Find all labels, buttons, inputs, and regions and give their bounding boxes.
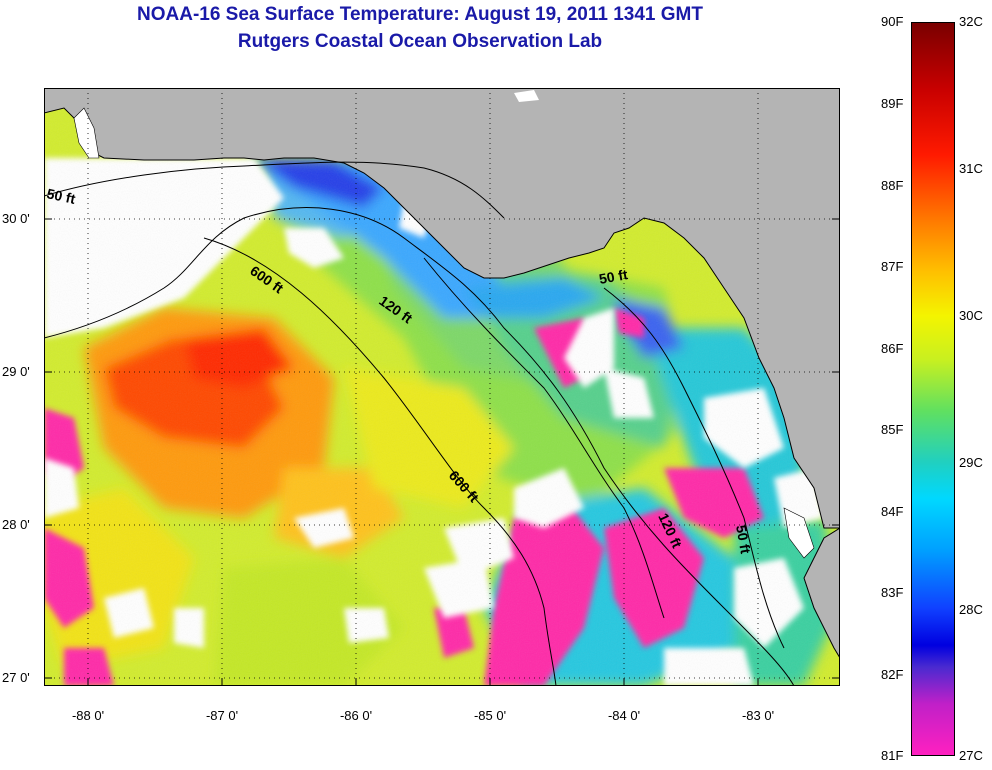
map-frame [44, 88, 840, 686]
lon-label: -88 0' [71, 708, 105, 723]
colorbar-f-label: 88F [881, 178, 904, 193]
lat-label: 30 0' [2, 211, 30, 226]
map-ticks [44, 218, 840, 686]
land [44, 88, 840, 529]
colorbar-c-label: 30C [959, 308, 983, 323]
colorbar-f-label: 81F [881, 748, 904, 763]
lon-label: -87 0' [205, 708, 239, 723]
colorbar-c-label: 31C [959, 161, 983, 176]
colorbar [911, 22, 955, 756]
map-subtitle: Rutgers Coastal Ocean Observation Lab [237, 31, 603, 52]
colorbar-f-label: 85F [881, 422, 904, 437]
colorbar-f-label: 82F [881, 667, 904, 682]
colorbar-f-label: 84F [881, 504, 904, 519]
isobaths [44, 161, 795, 686]
colorbar-c-label: 27C [959, 748, 983, 763]
isobath-label: 50 ft [598, 266, 629, 287]
map-title: NOAA-16 Sea Surface Temperature: August … [137, 4, 703, 25]
lat-label: 27 0' [2, 670, 30, 685]
colorbar-c-label: 32C [959, 14, 983, 29]
lon-label: -85 0' [473, 708, 507, 723]
isobath-label: 50 ft [45, 185, 77, 207]
lat-label: 29 0' [2, 364, 30, 379]
colorbar-f-label: 86F [881, 341, 904, 356]
lon-label: -83 0' [741, 708, 775, 723]
colorbar-c-label: 29C [959, 455, 983, 470]
colorbar-f-label: 89F [881, 96, 904, 111]
colorbar-f-label: 87F [881, 259, 904, 274]
lat-label: 28 0' [2, 517, 30, 532]
lon-label: -84 0' [607, 708, 641, 723]
colorbar-f-label: 83F [881, 585, 904, 600]
colorbar-c-label: 28C [959, 602, 983, 617]
lon-label: -86 0' [339, 708, 373, 723]
sst-map: 50 ft 600 ft 120 ft 50 ft 600 ft 120 ft … [44, 88, 840, 686]
isobath-label: 50 ft [733, 524, 754, 555]
colorbar-f-label: 90F [881, 14, 904, 29]
